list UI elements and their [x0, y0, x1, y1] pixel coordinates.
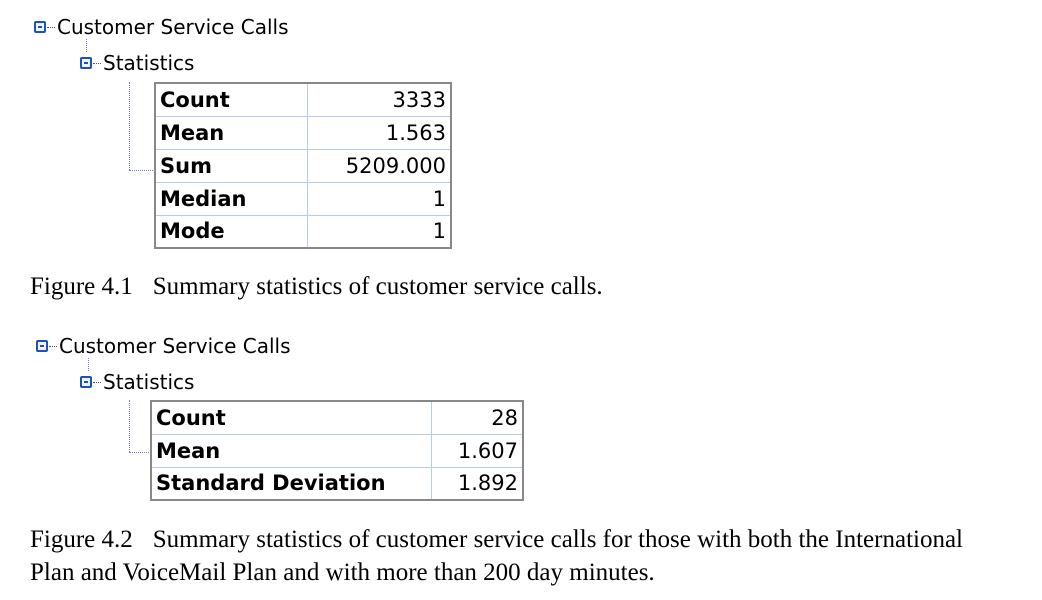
collapse-box-icon[interactable] — [80, 376, 92, 388]
stat-label: Standard Deviation — [150, 466, 432, 501]
figure2-statistics-label: Statistics — [103, 370, 195, 394]
figure1-root-node[interactable]: Customer Service Calls — [34, 15, 289, 39]
table-row: Count 28 — [150, 400, 524, 435]
figure1-root-label: Customer Service Calls — [57, 15, 289, 39]
figure2-statistics-node[interactable]: Statistics — [80, 370, 194, 394]
figure2-root-label: Customer Service Calls — [59, 334, 291, 358]
figure2-statistics-table: Count 28 Mean 1.607 Standard Deviation 1… — [150, 400, 524, 501]
stat-value: 1.892 — [430, 466, 524, 501]
stat-label: Sum — [154, 148, 309, 183]
figure1-statistics-table: Count 3333 Mean 1.563 Sum 5209.000 Media… — [154, 82, 452, 249]
stat-label: Median — [154, 181, 309, 216]
stat-value: 5209.000 — [307, 148, 452, 183]
figure1-statistics-node[interactable]: Statistics — [80, 51, 194, 75]
stat-value: 3333 — [307, 82, 452, 117]
collapse-box-icon[interactable] — [36, 340, 48, 352]
table-row: Mean 1.563 — [154, 115, 452, 150]
table-row: Count 3333 — [154, 82, 452, 117]
figure2-caption-text: Summary statistics of customer service c… — [152, 526, 963, 553]
figure2-caption: Figure 4.2 Summary statistics of customer… — [30, 523, 963, 589]
figure1-caption-number: Figure 4.1 — [30, 273, 133, 300]
stat-value: 1 — [307, 214, 452, 249]
table-row: Mode 1 — [154, 214, 452, 249]
figure2-root-node[interactable]: Customer Service Calls — [36, 334, 291, 358]
figure1-caption-text: Summary statistics of customer service c… — [152, 273, 603, 300]
table-row: Mean 1.607 — [150, 433, 524, 468]
collapse-box-icon[interactable] — [80, 57, 92, 69]
stat-value: 1.563 — [307, 115, 452, 150]
stat-label: Mean — [150, 433, 432, 468]
stat-label: Count — [150, 400, 432, 435]
figure1-caption: Figure 4.1 Summary statistics of customer… — [30, 270, 603, 303]
table-row: Median 1 — [154, 181, 452, 216]
table-row: Sum 5209.000 — [154, 148, 452, 183]
stat-value: 1.607 — [430, 433, 524, 468]
stat-label: Mode — [154, 214, 309, 249]
table-row: Standard Deviation 1.892 — [150, 466, 524, 501]
figure2-caption-number: Figure 4.2 — [30, 526, 133, 553]
stat-label: Mean — [154, 115, 309, 150]
stat-value: 1 — [307, 181, 452, 216]
stat-label: Count — [154, 82, 309, 117]
figure1-statistics-label: Statistics — [103, 51, 195, 75]
figure2-caption-line2: Plan and VoiceMail Plan and with more th… — [30, 559, 655, 586]
stat-value: 28 — [430, 400, 524, 435]
collapse-box-icon[interactable] — [34, 21, 46, 33]
